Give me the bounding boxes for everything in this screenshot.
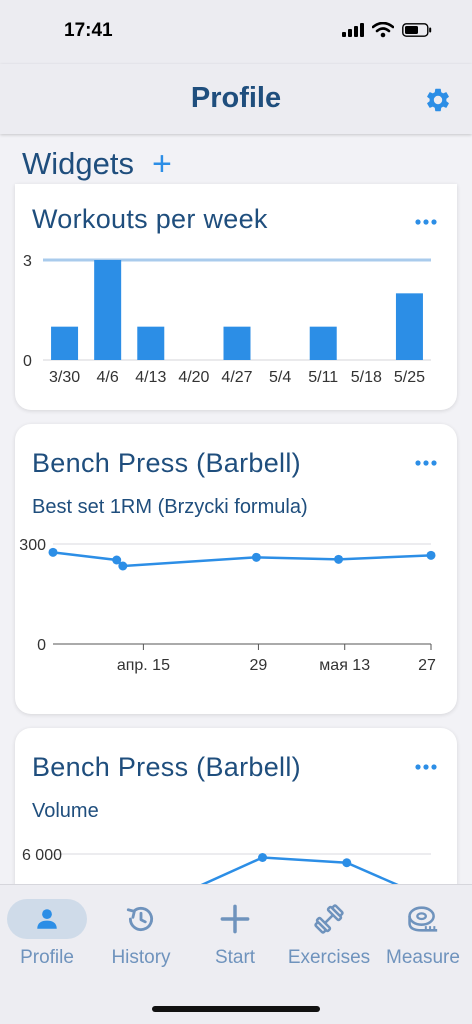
bench-press-1rm-card[interactable]: Bench Press (Barbell) Best set 1RM (Brzy… — [15, 424, 457, 714]
x-tick-label: мая 13 — [319, 657, 370, 674]
bench-press-volume-card[interactable]: Bench Press (Barbell) Volume 6 000 — [15, 728, 457, 884]
tab-label: Measure — [386, 947, 460, 968]
tab-start[interactable]: Start — [188, 897, 282, 977]
x-tick-label: 4/27 — [221, 369, 252, 386]
x-tick-label: 4/20 — [178, 369, 209, 386]
one-rep-max-chart: 0 300 апр. 15 29 мая 13 27 — [19, 537, 436, 674]
status-bar: 17:41 — [0, 0, 472, 64]
volume-chart: 6 000 — [22, 847, 431, 884]
more-options-icon[interactable] — [415, 763, 437, 771]
cellular-signal-icon — [342, 23, 364, 37]
card-subtitle: Best set 1RM (Brzycki formula) — [32, 496, 308, 518]
widgets-title: Widgets — [22, 146, 134, 181]
x-tick-label: 5/25 — [394, 369, 425, 386]
data-point — [251, 552, 261, 562]
dumbbell-icon — [314, 904, 344, 934]
home-indicator — [152, 1006, 320, 1012]
y-tick-label: 300 — [19, 537, 46, 554]
plus-icon — [220, 904, 250, 934]
tab-label: History — [111, 947, 171, 968]
tab-bar: Profile History Start — [0, 884, 472, 1024]
tab-exercises[interactable]: Exercises — [282, 897, 376, 977]
data-point — [112, 555, 122, 565]
status-icons — [342, 22, 432, 38]
tab-label: Start — [214, 947, 256, 968]
tab-history[interactable]: History — [94, 897, 188, 977]
navigation-bar: Profile — [0, 64, 472, 134]
bar — [309, 326, 337, 360]
x-tick-label: 29 — [250, 657, 268, 674]
tab-active-indicator — [7, 899, 87, 939]
series-line — [52, 551, 432, 568]
data-point — [258, 853, 268, 862]
more-options-icon[interactable] — [415, 459, 437, 467]
card-subtitle: Volume — [32, 800, 99, 822]
data-point — [342, 858, 352, 868]
bar — [223, 326, 251, 360]
x-tick-label: апр. 15 — [117, 657, 170, 674]
card-title: Bench Press (Barbell) — [32, 752, 301, 782]
profile-content[interactable]: Widgets + Workouts per week 0 3 3/30 4/6 4/1… — [0, 134, 472, 884]
add-widget-button[interactable]: + — [151, 145, 172, 183]
measuring-tape-icon — [408, 906, 438, 932]
history-icon — [126, 906, 154, 931]
x-tick-label: 27 — [418, 657, 436, 674]
y-tick-label: 0 — [23, 353, 32, 370]
tab-label: Exercises — [287, 947, 371, 968]
bar — [51, 326, 79, 360]
series-line — [200, 856, 399, 884]
x-tick-label: 5/11 — [308, 369, 338, 386]
data-point — [334, 554, 344, 564]
status-time: 17:41 — [64, 20, 113, 41]
workouts-per-week-chart: 0 3 3/30 4/6 4/13 4/20 4/27 5/4 5/11 5/18 5/25 — [23, 253, 431, 386]
x-tick-label: 5/18 — [351, 369, 382, 386]
card-title: Workouts per week — [32, 204, 268, 234]
bar — [94, 260, 122, 360]
data-point — [48, 547, 58, 557]
y-tick-label: 3 — [23, 253, 32, 270]
x-tick-label: 4/13 — [135, 369, 166, 386]
data-point — [426, 550, 436, 560]
tab-label: Profile — [20, 947, 74, 968]
person-icon — [37, 909, 57, 929]
wifi-icon — [372, 22, 394, 38]
y-tick-label: 0 — [37, 637, 46, 654]
more-options-icon[interactable] — [415, 218, 437, 226]
y-tick-label: 6 000 — [22, 847, 62, 864]
x-tick-label: 5/4 — [269, 369, 291, 386]
page-title: Profile — [190, 82, 282, 114]
tab-profile[interactable]: Profile — [0, 897, 94, 977]
x-tick-label: 4/6 — [97, 369, 119, 386]
widgets-header: Widgets + — [22, 146, 172, 182]
bar — [137, 326, 165, 360]
data-point — [118, 561, 128, 571]
tab-measure[interactable]: Measure — [376, 897, 470, 977]
workouts-per-week-card[interactable]: Workouts per week 0 3 3/30 4/6 4/13 4/20 4/27 5… — [15, 184, 457, 410]
settings-gear-icon[interactable] — [424, 86, 452, 114]
x-tick-label: 3/30 — [49, 369, 80, 386]
battery-icon — [402, 23, 432, 37]
bar — [395, 293, 423, 360]
card-title: Bench Press (Barbell) — [32, 448, 301, 478]
